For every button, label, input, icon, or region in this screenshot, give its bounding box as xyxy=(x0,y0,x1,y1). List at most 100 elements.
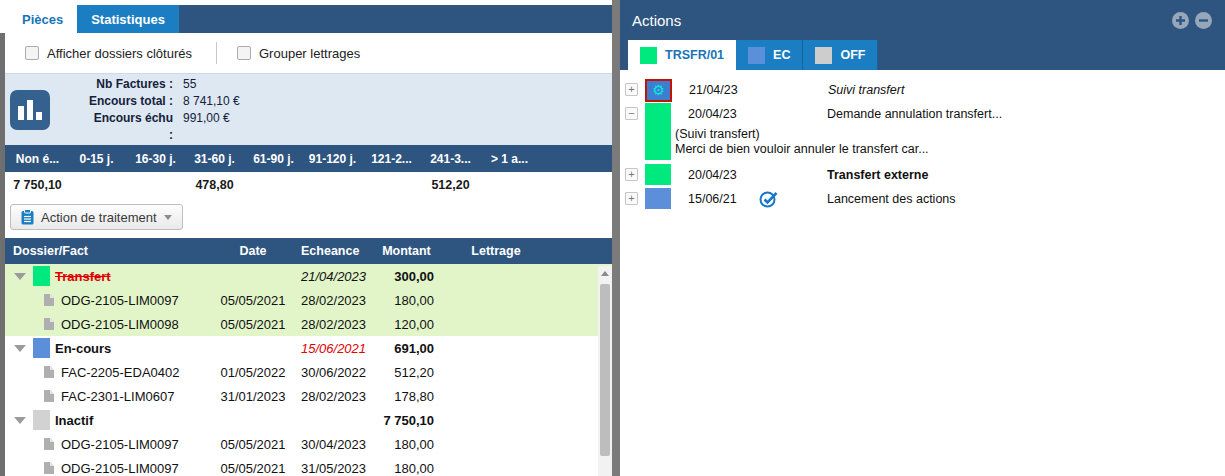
tab-statistiques[interactable]: Statistiques xyxy=(77,5,179,33)
check-circle-icon xyxy=(759,190,779,212)
expand-toggle-icon[interactable] xyxy=(14,345,26,352)
invoice-label: FAC-2301-LIM0607 xyxy=(61,389,174,404)
action-date: 15/06/21 xyxy=(688,192,737,206)
panel-divider xyxy=(612,0,620,476)
action-item[interactable]: +15/06/21Lancement des actions xyxy=(625,187,1225,211)
summary-row: Encours échu : 991,00 € xyxy=(87,110,240,144)
table-rows: Transfert21/04/2023300,00ODG-2105-LIM009… xyxy=(0,264,612,476)
cell-montant: 180,00 xyxy=(359,461,454,476)
filters-row: Afficher dossiers clôturés Grouper lettra… xyxy=(0,33,612,73)
panel-title: Actions xyxy=(632,12,681,29)
cell-montant: 300,00 xyxy=(359,269,454,284)
table-row[interactable]: ODG-2105-LIM009705/05/202130/04/2023180,… xyxy=(0,432,612,456)
action-de-traitement-button[interactable]: Action de traitement xyxy=(10,204,183,230)
aging-value: 478,80 xyxy=(185,178,244,192)
action-list: +⚙21/04/23Suivi transfert−20/04/23Demand… xyxy=(620,70,1225,211)
action-item-content: 15/06/21Lancement des actions xyxy=(671,187,1225,211)
filter-grouper-lettrages[interactable]: Grouper lettrages xyxy=(237,46,360,61)
expand-toggle-button[interactable]: + xyxy=(625,168,638,181)
aging-column-16-30-j[interactable]: 16-30 j. xyxy=(126,152,185,166)
action-item[interactable]: +⚙21/04/23Suivi transfert xyxy=(625,78,1225,102)
tab-pieces[interactable]: Pièces xyxy=(8,5,77,33)
cell-date: 05/05/2021 xyxy=(205,461,301,476)
column-header-dossier-fact[interactable]: Dossier/Fact xyxy=(0,244,205,258)
summary-label: Encours total : xyxy=(87,93,173,110)
action-item[interactable]: +20/04/23Transfert externe xyxy=(625,163,1225,187)
actions-header-buttons xyxy=(1171,11,1213,30)
aging-column-121-2[interactable]: 121-2... xyxy=(362,152,421,166)
expand-toggle-button[interactable]: − xyxy=(625,107,638,120)
expand-toggle-button[interactable]: + xyxy=(625,83,638,96)
status-square-icon xyxy=(33,338,50,358)
invoice-label: ODG-2105-LIM0097 xyxy=(61,437,179,452)
status-green-icon[interactable] xyxy=(645,164,671,185)
table-row[interactable]: Inactif7 750,10 xyxy=(0,408,612,432)
tab-status-square-icon xyxy=(640,47,657,64)
table-row[interactable]: FAC-2301-LIM060731/01/202328/02/2023178,… xyxy=(0,384,612,408)
actions-tabbar: TRSFR/01 ECOFF xyxy=(620,40,1225,70)
action-details: (Suivi transfert)Merci de bien vouloir a… xyxy=(675,126,1225,163)
column-header-montant[interactable]: Montant xyxy=(359,244,454,258)
aging-column-61-90-j[interactable]: 61-90 j. xyxy=(244,152,303,166)
status-blue-icon[interactable] xyxy=(645,188,671,209)
status-green-icon[interactable] xyxy=(645,103,671,160)
group-label: En-cours xyxy=(55,341,111,356)
aging-column-0-15-j[interactable]: 0-15 j. xyxy=(67,152,126,166)
plus-circle-icon[interactable] xyxy=(1171,11,1190,30)
status-square-icon xyxy=(33,410,50,430)
tabbar-fill xyxy=(179,5,612,33)
aging-values: 7 750,10478,80512,20 xyxy=(0,172,612,198)
action-tab-off[interactable]: OFF xyxy=(803,40,878,70)
action-tab-trsfr-01[interactable]: TRSFR/01 xyxy=(628,40,736,70)
cell-date: 31/01/2023 xyxy=(205,389,301,404)
table-row[interactable]: ODG-2105-LIM009805/05/202128/02/2023120,… xyxy=(0,312,612,336)
expand-toggle-icon[interactable] xyxy=(14,417,26,424)
column-header-lettrage[interactable]: Lettrage xyxy=(454,244,538,258)
scroll-up-arrow-icon[interactable] xyxy=(598,266,612,281)
table-row[interactable]: En-cours 15/06/2021691,00 xyxy=(0,336,612,360)
aging-column-241-3[interactable]: 241-3... xyxy=(421,152,480,166)
cell-date: 05/05/2021 xyxy=(205,317,301,332)
cell-montant: 691,00 xyxy=(359,341,454,356)
aging-column-non-e[interactable]: Non é... xyxy=(8,152,67,166)
aging-column-31-60-j[interactable]: 31-60 j. xyxy=(185,152,244,166)
filter-afficher-dossiers-clotures[interactable]: Afficher dossiers clôturés xyxy=(25,46,192,61)
scrollbar[interactable] xyxy=(598,266,612,476)
gear-icon[interactable]: ⚙ xyxy=(645,79,672,102)
actions-panel: Actions TRSFR/01ECOFF +⚙21/04/23Suivi t xyxy=(620,0,1225,476)
expand-toggle-icon[interactable] xyxy=(14,273,26,280)
aging-column-1-a[interactable]: > 1 a... xyxy=(480,152,539,166)
table-row[interactable]: FAC-2205-EDA040201/05/202230/06/2022512,… xyxy=(0,360,612,384)
document-icon xyxy=(43,389,55,403)
minus-circle-icon[interactable] xyxy=(1194,11,1213,30)
checkbox-afficher-dossiers-clotures[interactable] xyxy=(25,46,39,60)
cell-echeance: 15/06/2021 xyxy=(301,341,359,356)
app-window: PiècesStatistiques Afficher dossiers clô… xyxy=(0,0,1225,476)
table-row[interactable]: ODG-2105-LIM009705/05/202128/02/2023180,… xyxy=(0,288,612,312)
document-icon xyxy=(43,293,55,307)
action-item-content: 20/04/23Transfert externe xyxy=(671,163,1225,187)
action-detail-line: Merci de bien vouloir annuler le transfe… xyxy=(675,142,1225,157)
cell-echeance: 31/05/2023 xyxy=(301,461,359,476)
expand-toggle-button[interactable]: + xyxy=(625,192,638,205)
action-item[interactable]: − 20/04/23Demande annulation transfert...… xyxy=(625,102,1225,163)
summary-label: Encours échu : xyxy=(87,110,173,144)
invoice-label: ODG-2105-LIM0097 xyxy=(61,461,179,476)
action-tab-ec[interactable]: EC xyxy=(736,40,803,70)
scrollbar-thumb[interactable] xyxy=(600,284,610,456)
cell-dossier: FAC-2301-LIM0607 xyxy=(0,384,205,408)
column-header-echeance[interactable]: Echeance xyxy=(301,244,359,258)
summary-value: 991,00 € xyxy=(183,110,230,144)
cell-dossier: ODG-2105-LIM0097 xyxy=(0,288,205,312)
table-row[interactable]: Transfert21/04/2023300,00 xyxy=(0,264,612,288)
tab-status-square-icon xyxy=(815,47,832,64)
invoice-label: ODG-2105-LIM0098 xyxy=(61,317,179,332)
action-item-content: 20/04/23Demande annulation transfert...(… xyxy=(671,102,1225,163)
action-date: 21/04/23 xyxy=(689,83,738,97)
action-tab-label: TRSFR/01 xyxy=(665,48,724,62)
checkbox-grouper-lettrages[interactable] xyxy=(237,46,251,60)
aging-column-91-120-j[interactable]: 91-120 j. xyxy=(303,152,362,166)
column-header-date[interactable]: Date xyxy=(205,244,301,258)
cell-dossier: FAC-2205-EDA0402 xyxy=(0,360,205,384)
table-row[interactable]: ODG-2105-LIM0097 05/05/202131/05/2023180,… xyxy=(0,456,612,476)
